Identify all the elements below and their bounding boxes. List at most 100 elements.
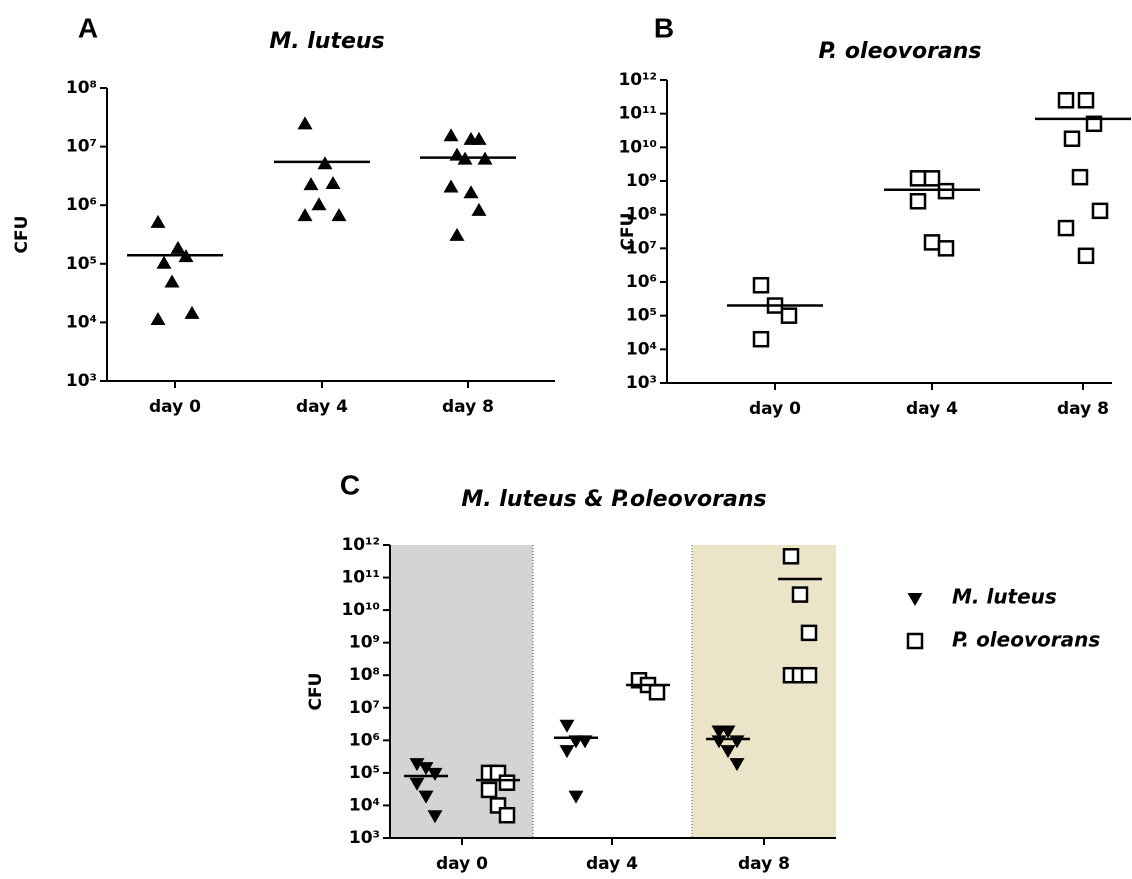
y-tick-label: 10¹¹	[618, 104, 657, 124]
point	[297, 208, 313, 222]
x-tick-label: day 0	[149, 397, 201, 417]
y-tick-label: 10⁷	[626, 238, 657, 258]
y-tick-label: 10¹²	[618, 70, 657, 90]
y-tick-label: 10¹⁰	[341, 600, 380, 620]
y-tick-label: 10⁵	[66, 254, 97, 274]
point	[303, 177, 319, 191]
panel-label: C	[340, 469, 360, 500]
point	[427, 767, 443, 781]
y-tick-label: 10⁸	[66, 78, 97, 98]
point	[937, 182, 955, 200]
y-tick-label: 10⁸	[349, 665, 380, 685]
y-tick-label: 10³	[349, 828, 380, 848]
y-tick-label: 10¹⁰	[618, 137, 657, 157]
x-tick-label: day 0	[436, 854, 488, 874]
y-axis-label: CFU	[618, 213, 638, 251]
chart-title: M. luteus	[269, 29, 384, 54]
point	[907, 593, 923, 606]
y-tick-label: 10⁵	[349, 763, 380, 783]
point	[443, 128, 459, 142]
y-tick-label: 10⁷	[66, 137, 97, 157]
y-tick-label: 10⁶	[66, 195, 97, 215]
x-tick-label: day 0	[749, 399, 801, 419]
x-tick-label: day 8	[442, 397, 494, 417]
y-tick-label: 10⁹	[626, 171, 657, 191]
y-tick-label: 10¹²	[341, 535, 380, 555]
point	[184, 305, 200, 319]
point	[480, 781, 498, 799]
point	[909, 170, 927, 187]
point	[937, 240, 955, 257]
y-tick-label: 10³	[626, 373, 657, 393]
point	[1085, 115, 1103, 133]
x-tick-label: day 4	[906, 399, 958, 419]
point	[150, 311, 166, 325]
point	[752, 330, 770, 348]
point	[418, 790, 434, 804]
point	[331, 208, 347, 222]
y-axis-label: CFU	[12, 216, 32, 254]
y-tick-label: 10⁴	[349, 795, 380, 815]
point	[1077, 92, 1095, 109]
point	[729, 758, 745, 772]
point	[170, 240, 186, 254]
y-tick-label: 10⁶	[626, 272, 657, 292]
y-tick-label: 10⁴	[66, 312, 97, 332]
x-tick-label: day 4	[586, 854, 638, 874]
chart-title: M. luteus & P.oleovorans	[461, 487, 766, 512]
point	[443, 179, 459, 193]
panel-label: B	[654, 12, 674, 43]
point	[325, 176, 341, 190]
point	[1077, 247, 1095, 265]
x-tick-label: day 4	[296, 397, 348, 417]
point	[1091, 202, 1109, 220]
point	[923, 234, 941, 251]
y-tick-label: 10⁷	[349, 698, 380, 718]
point	[720, 745, 736, 759]
category-band	[390, 545, 533, 838]
point	[782, 548, 800, 565]
point	[780, 307, 798, 324]
point	[906, 632, 924, 650]
point	[297, 116, 313, 130]
x-tick-label: day 8	[1057, 399, 1109, 419]
legend-label: M. luteus	[952, 585, 1057, 609]
chart-title: P. oleovorans	[818, 39, 981, 64]
point	[800, 624, 818, 642]
point	[449, 227, 465, 241]
point	[1063, 130, 1081, 147]
point	[559, 719, 575, 733]
point	[1071, 168, 1089, 186]
point	[791, 586, 809, 603]
point	[409, 777, 425, 791]
y-tick-label: 10⁵	[626, 306, 657, 326]
point	[418, 762, 434, 776]
x-tick-label: day 8	[738, 854, 790, 874]
point	[471, 131, 487, 145]
point	[923, 170, 941, 187]
y-tick-label: 10³	[66, 371, 97, 391]
point	[568, 790, 584, 804]
point	[150, 214, 166, 228]
point	[164, 274, 180, 288]
y-tick-label: 10⁹	[349, 633, 380, 653]
legend-label: P. oleovorans	[952, 628, 1100, 652]
point	[800, 666, 818, 684]
y-tick-label: 10⁴	[626, 339, 657, 359]
category-band	[533, 545, 692, 838]
point	[1057, 92, 1075, 109]
point	[1057, 219, 1075, 237]
point	[409, 758, 425, 772]
y-tick-label: 10⁶	[349, 730, 380, 750]
y-axis-label: CFU	[306, 673, 326, 711]
point	[498, 774, 516, 791]
point	[427, 810, 443, 824]
panel-label: A	[78, 12, 98, 43]
point	[720, 725, 736, 739]
point	[498, 806, 516, 824]
point	[909, 193, 927, 210]
category-band	[692, 545, 836, 838]
y-tick-label: 10⁸	[626, 205, 657, 225]
point	[156, 255, 172, 269]
